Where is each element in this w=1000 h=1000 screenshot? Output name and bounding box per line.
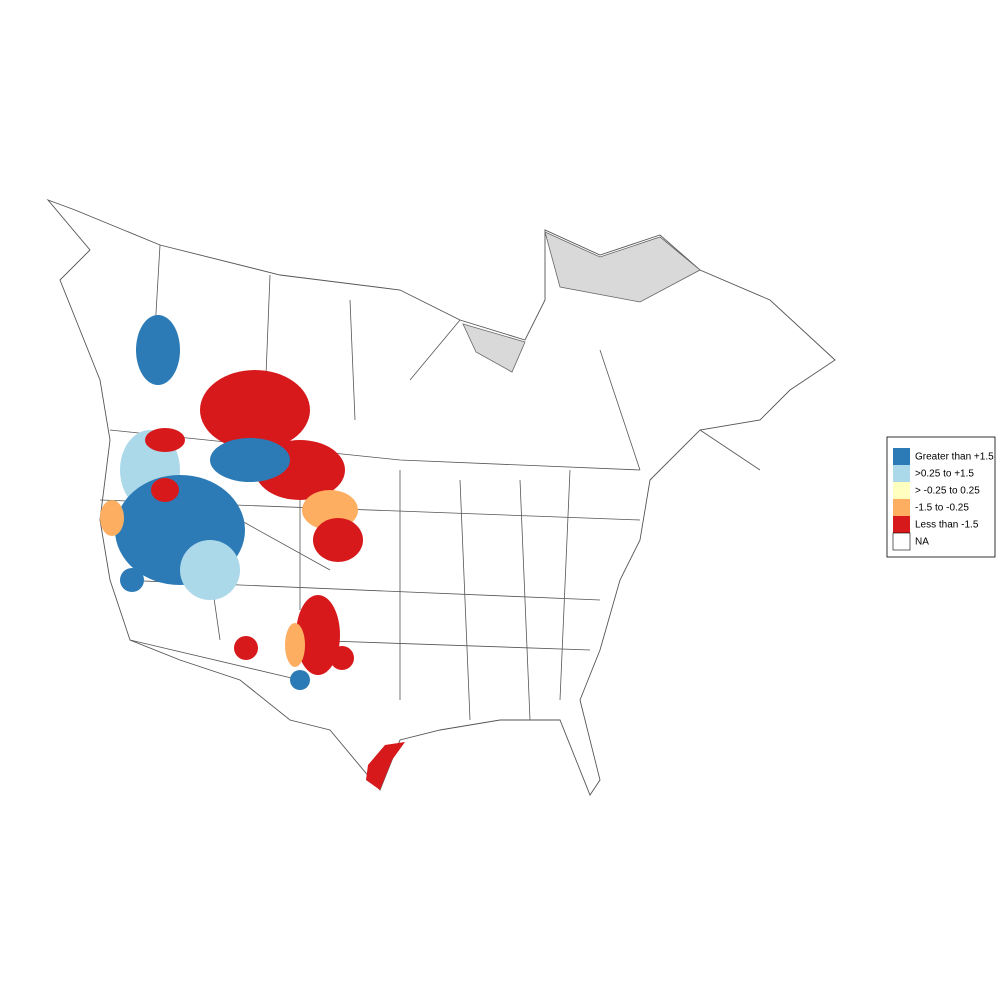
legend-label: Less than -1.5 xyxy=(915,520,979,531)
cell-cluster xyxy=(120,568,144,592)
legend-label: NA xyxy=(915,537,929,548)
cell-cluster xyxy=(100,500,124,536)
legend-swatch xyxy=(893,465,910,482)
legend-swatch xyxy=(892,532,911,551)
cell-cluster xyxy=(296,595,340,675)
cell-cluster xyxy=(200,370,310,450)
cell-cluster xyxy=(136,315,180,385)
legend-swatch xyxy=(893,499,910,516)
cell-cluster xyxy=(234,636,258,660)
cell-cluster xyxy=(330,646,354,670)
cell-cluster xyxy=(285,623,305,667)
legend-label: > -0.25 to 0.25 xyxy=(915,486,980,497)
legend-swatch xyxy=(893,482,910,499)
cell-cluster xyxy=(366,742,405,790)
data-cells xyxy=(100,315,405,790)
na-region xyxy=(544,231,701,303)
cell-cluster xyxy=(151,478,179,502)
legend-label: >0.25 to +1.5 xyxy=(915,469,974,480)
cell-cluster xyxy=(210,438,290,482)
legend-swatch xyxy=(893,516,910,533)
legend-label: Greater than +1.5 xyxy=(915,452,994,463)
legend: Greater than +1.5 >0.25 to +1.5 > -0.25 to… xyxy=(886,436,996,558)
cell-cluster xyxy=(180,540,240,600)
na-region xyxy=(462,323,526,373)
legend-swatch xyxy=(893,448,910,465)
cell-cluster xyxy=(290,670,310,690)
legend-label: -1.5 to -0.25 xyxy=(915,503,969,514)
cell-cluster xyxy=(313,518,363,562)
cell-cluster xyxy=(145,428,185,452)
